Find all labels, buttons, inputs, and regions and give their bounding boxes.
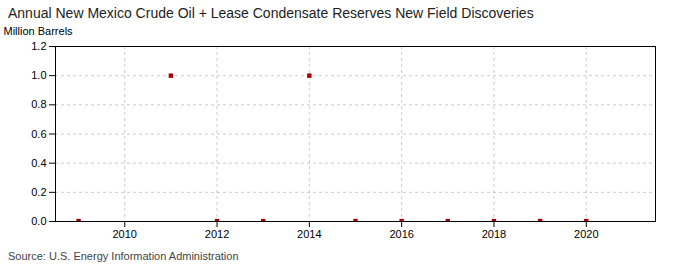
svg-text:1.0: 1.0	[31, 69, 46, 81]
html-text:Annual New Mexico Crude Oil +: Annual New Mexico Crude Oil + Lease Cond…	[8, 5, 534, 21]
svg-text:0.8: 0.8	[31, 98, 46, 110]
svg-text:0.4: 0.4	[31, 157, 46, 169]
svg-text:0.2: 0.2	[31, 186, 46, 198]
svg-text:2020: 2020	[574, 228, 598, 240]
svg-text:0.0: 0.0	[31, 215, 46, 227]
svg-text:2012: 2012	[205, 228, 229, 240]
svg-text:Million Barrels: Million Barrels	[4, 25, 74, 37]
svg-text:2016: 2016	[389, 228, 413, 240]
svg-text:1.2: 1.2	[31, 40, 46, 52]
svg-text:2014: 2014	[297, 228, 321, 240]
svg-text:2010: 2010	[112, 228, 136, 240]
svg-text:0.6: 0.6	[31, 128, 46, 140]
svg-text:2018: 2018	[482, 228, 506, 240]
html-text:Source: U.S. Energy Informatio: Source: U.S. Energy Information Administ…	[8, 250, 239, 262]
